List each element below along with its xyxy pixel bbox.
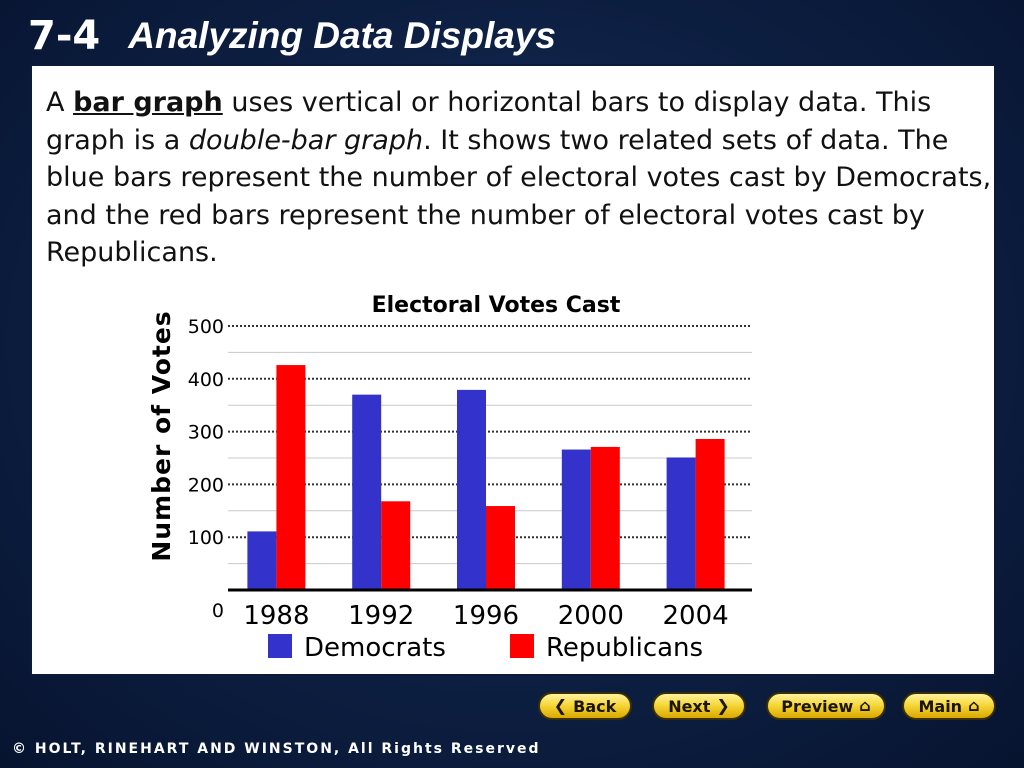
home-icon: ⌂	[859, 696, 871, 715]
section-number: 7-4	[28, 13, 101, 59]
back-button-label: Back	[573, 696, 617, 716]
chevron-left-icon: ❮	[553, 696, 568, 715]
legend-label-democrats: Democrats	[304, 633, 446, 663]
main-button-label: Main	[918, 696, 963, 716]
preview-button-label: Preview	[781, 696, 854, 716]
bar-democrats-1996	[457, 389, 486, 590]
double-bar-chart: Electoral Votes Cast Number of Votes 0 10…	[147, 293, 752, 663]
bar-democrats-1992	[352, 394, 382, 590]
chart-title: Electoral Votes Cast	[372, 293, 621, 318]
intro-emphasis: double-bar graph	[188, 124, 424, 156]
x-tick-label: 1992	[348, 601, 414, 631]
intro-sentence2-lead: This graph is a	[46, 87, 932, 156]
legend-swatch-republicans	[510, 634, 534, 658]
content-panel: A bar graph uses vertical or horizontal …	[30, 64, 996, 676]
x-tick-label: 1988	[243, 601, 309, 631]
bar-republicans-2004	[695, 438, 725, 590]
x-tick-label: 2000	[558, 601, 624, 631]
y-tick-label: 500	[188, 316, 224, 338]
main-button[interactable]: Main ⌂	[902, 692, 996, 720]
intro-lead: A	[46, 87, 74, 118]
bars	[247, 365, 725, 590]
intro-paragraph: A bar graph uses vertical or horizontal …	[46, 84, 996, 272]
y-tick-label: 100	[188, 527, 224, 549]
bar-republicans-1992	[381, 501, 411, 590]
next-button[interactable]: Next ❯	[652, 692, 746, 720]
chevron-right-icon: ❯	[716, 696, 730, 715]
intro-term: bar graph	[73, 87, 223, 118]
legend-label-republicans: Republicans	[546, 633, 703, 663]
y-tick-label: 300	[188, 422, 224, 444]
y-tick-label: 0	[212, 600, 224, 622]
y-axis-label: Number of Votes	[147, 310, 176, 561]
bar-democrats-1988	[247, 531, 277, 590]
slide-heading: Analyzing Data Displays	[128, 15, 556, 56]
legend: Democrats Republicans	[268, 633, 703, 663]
x-tick-label: 2004	[663, 601, 729, 631]
copyright-footer: © HOLT, RINEHART AND WINSTON, All Rights…	[12, 741, 541, 757]
bar-democrats-2004	[666, 457, 696, 590]
slide-title: 7-4 Analyzing Data Displays	[28, 8, 556, 64]
home-icon: ⌂	[968, 696, 980, 715]
bar-republicans-1988	[276, 365, 306, 590]
bar-republicans-1996	[486, 506, 515, 590]
y-tick-label: 400	[188, 369, 224, 391]
back-button[interactable]: ❮ Back	[538, 692, 632, 720]
y-tick-label: 200	[188, 474, 224, 496]
x-tick-label: 1996	[453, 601, 519, 631]
intro-sentence1-rest: uses vertical or horizontal bars to disp…	[222, 87, 868, 118]
y-tick-labels: 0 100 200 300 400 500	[188, 316, 224, 622]
next-button-label: Next	[668, 696, 711, 716]
x-tick-labels: 1988 1992 1996 2000 2004	[243, 601, 728, 631]
preview-button[interactable]: Preview ⌂	[766, 692, 886, 720]
bar-republicans-2000	[590, 446, 620, 590]
bar-democrats-2000	[561, 449, 591, 590]
intro-sentence2-rest: . It shows two related sets of data. The…	[46, 124, 992, 269]
legend-swatch-democrats	[268, 634, 292, 658]
